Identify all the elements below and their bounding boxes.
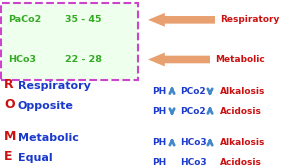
Text: Opposite: Opposite xyxy=(18,101,74,111)
Text: HCo3: HCo3 xyxy=(180,158,207,167)
Text: PCo2: PCo2 xyxy=(180,87,206,96)
Text: Equal: Equal xyxy=(18,153,53,163)
Text: Metabolic: Metabolic xyxy=(215,55,265,64)
Text: Metabolic: Metabolic xyxy=(18,133,79,143)
Text: 35 - 45: 35 - 45 xyxy=(65,15,101,24)
Text: Acidosis: Acidosis xyxy=(220,107,262,116)
Text: PH: PH xyxy=(152,138,166,147)
Text: O: O xyxy=(4,98,15,111)
Text: PH: PH xyxy=(152,107,166,116)
Polygon shape xyxy=(148,53,210,66)
Text: Respiratory: Respiratory xyxy=(18,81,91,91)
Text: HCo3: HCo3 xyxy=(180,138,207,147)
Text: 22 - 28: 22 - 28 xyxy=(65,55,102,64)
Text: Alkalosis: Alkalosis xyxy=(220,87,266,96)
Text: Respiratory: Respiratory xyxy=(220,15,279,24)
Text: E: E xyxy=(4,150,13,163)
Text: PaCo2: PaCo2 xyxy=(8,15,41,24)
Text: M: M xyxy=(4,130,16,143)
Text: Alkalosis: Alkalosis xyxy=(220,138,266,147)
Text: Acidosis: Acidosis xyxy=(220,158,262,167)
Text: HCo3: HCo3 xyxy=(8,55,36,64)
Text: PH: PH xyxy=(152,158,166,167)
Text: PH: PH xyxy=(152,87,166,96)
Polygon shape xyxy=(148,13,215,27)
FancyBboxPatch shape xyxy=(1,3,138,80)
Text: PCo2: PCo2 xyxy=(180,107,206,116)
Text: R: R xyxy=(4,78,14,91)
